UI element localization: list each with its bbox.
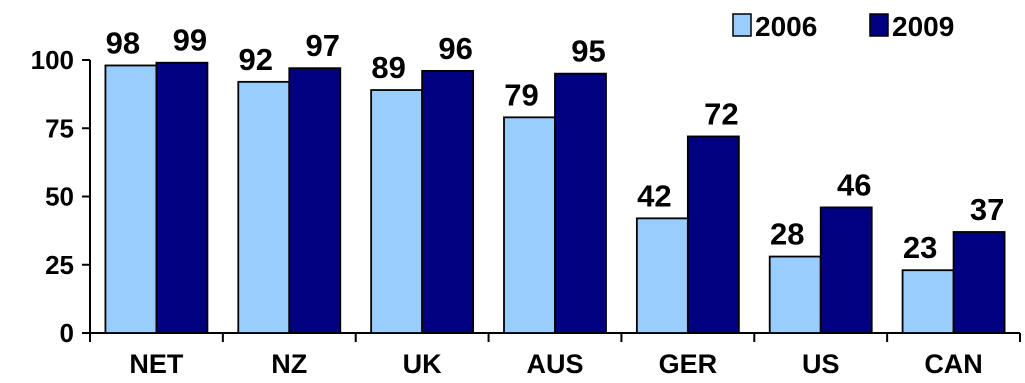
legend-label-2009: 2009 (892, 11, 954, 42)
data-label-2009-net: 99 (173, 23, 207, 58)
bar-2006-us (768, 255, 822, 334)
x-tick-label: NZ (271, 349, 307, 379)
bar-2009-nz (288, 67, 342, 334)
data-label-2006-net: 98 (106, 25, 140, 60)
y-tick-label: 0 (60, 318, 74, 348)
bar-2009-can (952, 231, 1006, 334)
data-label-2009-can: 37 (970, 192, 1004, 227)
x-tick-label: UK (403, 349, 442, 379)
data-label-2006-can: 23 (903, 230, 937, 265)
bar-2006-aus (503, 116, 556, 334)
data-labels: 98 99 92 97 89 96 79 95 42 72 28 46 23 37 (106, 23, 1005, 265)
bar-2009-ger (686, 135, 740, 334)
data-label-2006-uk: 89 (371, 50, 405, 85)
x-tick-label: AUS (526, 349, 583, 379)
x-tick-label: NET (129, 349, 184, 379)
chart-legend: 2006 2009 (732, 11, 954, 42)
bar-2009-uk (421, 70, 475, 334)
bar-2009-us (819, 206, 873, 334)
data-label-2006-nz: 92 (239, 42, 273, 77)
data-label-2009-ger: 72 (704, 96, 738, 131)
bar-2009-aus (554, 72, 607, 334)
data-label-2006-aus: 79 (504, 77, 538, 112)
y-tick-label: 75 (45, 113, 74, 143)
y-tick-label: 50 (45, 182, 74, 212)
x-tick-label: CAN (924, 349, 983, 379)
legend-swatch-2009 (869, 13, 889, 37)
data-label-2009-uk: 96 (438, 31, 472, 66)
data-label-2009-aus: 95 (571, 34, 605, 69)
legend-label-2006: 2006 (755, 11, 817, 42)
legend-swatch-2006 (732, 13, 752, 37)
bar-2009-net (155, 61, 209, 334)
bar-2006-net (104, 64, 158, 334)
data-label-2009-us: 46 (837, 167, 871, 202)
x-tick-label: GER (659, 349, 718, 379)
bar-2006-nz (237, 80, 291, 334)
y-tick-label: 25 (45, 250, 74, 280)
data-label-2006-ger: 42 (637, 178, 671, 213)
data-label-2006-us: 28 (770, 217, 804, 252)
y-tick-label: 100 (31, 45, 74, 75)
chart-bars (104, 61, 1006, 334)
chart-axes: 0 25 50 75 100 NET NZ UK AUS GER US CAN (31, 45, 1021, 379)
bar-2006-can (901, 269, 955, 334)
bar-2006-uk (370, 89, 424, 334)
x-tick-label: US (802, 349, 840, 379)
data-label-2009-nz: 97 (306, 28, 340, 63)
bar-2006-ger (635, 217, 689, 334)
